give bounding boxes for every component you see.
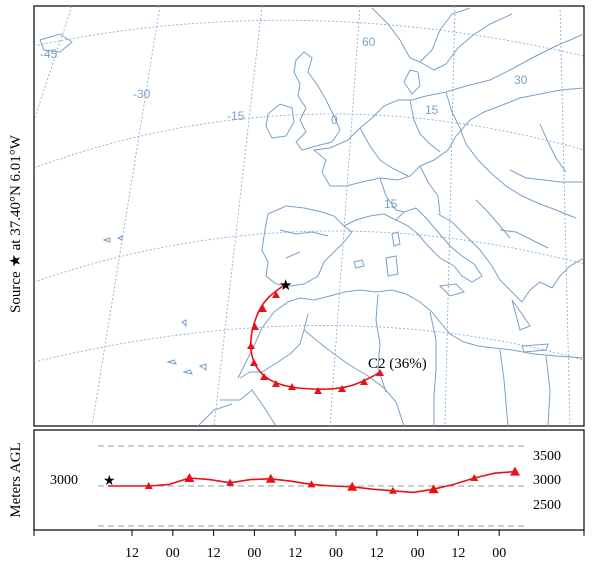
height-right-label-3500: 3500	[533, 449, 561, 464]
coastlines	[39, 7, 584, 426]
graticule-label: -15	[227, 109, 245, 123]
x-tick-label: 00	[247, 546, 261, 561]
trajectory-marker	[314, 387, 322, 394]
source-star: ★	[279, 278, 292, 294]
trajectory-marker	[247, 342, 255, 349]
trajectory-marker	[376, 369, 384, 376]
x-tick-label: 12	[207, 546, 221, 561]
x-tick-label: 00	[411, 546, 425, 561]
graticule-label: 15	[425, 103, 439, 117]
trajectory-marker	[338, 385, 346, 392]
x-tick-label: 12	[370, 546, 384, 561]
trajectory-marker	[260, 373, 268, 380]
height-marker	[428, 484, 439, 494]
height-right-label-2500: 2500	[533, 498, 561, 513]
trajectory-marker	[288, 383, 296, 390]
height-marker	[470, 474, 479, 481]
x-tick-label: 12	[125, 546, 139, 561]
map-panel: -45 -30 -15 0 15 30 60 15	[33, 5, 585, 427]
height-marker	[184, 473, 195, 482]
height-marker	[226, 478, 235, 486]
height-frame	[33, 429, 585, 531]
trajectory-marker	[259, 305, 267, 312]
height-marker	[510, 466, 520, 476]
source-side-label: Source ★ at 37.40°N 6.01°W	[8, 134, 24, 313]
trajectory-markers	[247, 291, 384, 394]
trajectory-marker	[272, 380, 280, 387]
height-marker	[347, 481, 358, 491]
height-marker	[307, 480, 316, 488]
x-tick-label: 12	[288, 546, 302, 561]
graticule-label: -30	[133, 87, 151, 101]
trajectory-path-c2	[249, 283, 381, 390]
graticule-lines	[34, 6, 584, 426]
height-marker	[265, 473, 276, 483]
height-panel: ★ 3000 3500 3000 2500 12 00 12 00 12 00 12 00 12…	[33, 429, 585, 561]
height-ylabel: Meters AGL	[8, 442, 24, 517]
height-source-star: ★	[103, 474, 116, 489]
height-marker	[388, 486, 397, 494]
trajectory-marker	[360, 378, 368, 385]
height-x-ticks: 12 00 12 00 12 00 12 00 12 00	[33, 530, 585, 561]
trajectory-marker	[250, 359, 258, 366]
graticule-label: -45	[40, 47, 58, 61]
trajectory-marker	[272, 291, 280, 298]
trajectory-marker	[251, 323, 259, 330]
x-tick-label: 00	[329, 546, 343, 561]
graticule-label: 60	[362, 35, 376, 49]
height-right-label-3000: 3000	[533, 473, 561, 488]
graticule-label: 30	[514, 73, 528, 87]
x-tick-label: 00	[492, 546, 506, 561]
height-left-label: 3000	[50, 473, 78, 488]
x-tick-label: 00	[166, 546, 180, 561]
graticule-label: 0	[331, 113, 338, 127]
height-marker	[144, 482, 153, 489]
cluster-label: C2 (36%)	[368, 356, 427, 372]
x-tick-label: 12	[451, 546, 465, 561]
height-markers	[144, 466, 520, 494]
